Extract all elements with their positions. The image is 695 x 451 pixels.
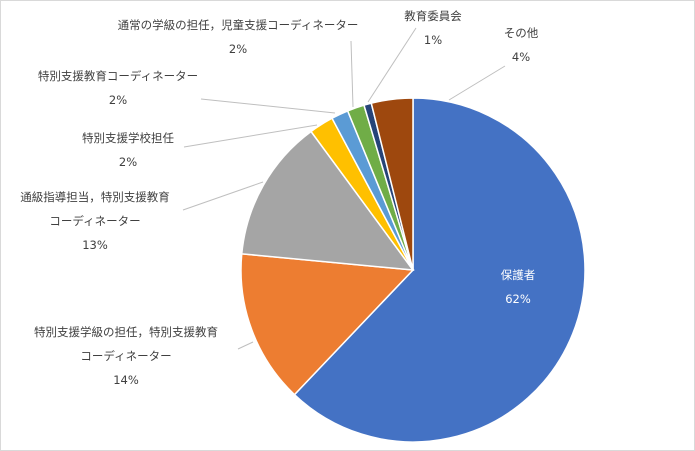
slice-category-label-3: 特別支援学校担任 [82, 131, 174, 145]
slice-category-label-1: 特別支援学級の担任，特別支援教育 [34, 325, 218, 339]
pie-slice-0 [293, 97, 586, 443]
pie-slice-7 [370, 97, 414, 271]
slice-category-label-4: 特別支援教育コーディネーター [38, 69, 198, 83]
slice-percent-label-3: 2% [119, 155, 137, 169]
slice-category-label-0: 保護者 [501, 268, 536, 282]
slice-labels: 保護者62%特別支援学級の担任，特別支援教育コーディネーター14%通級指導担当，… [20, 9, 538, 387]
slice-category-label-2: 通級指導担当，特別支援教育 [20, 190, 170, 204]
slice-percent-label-5: 2% [229, 42, 247, 56]
slice-category-label-5: 通常の学級の担任，児童支援コーディネーター [118, 18, 359, 32]
slice-percent-label-7: 4% [512, 50, 530, 64]
slice-percent-label-1: 14% [113, 373, 139, 387]
slice-category-label-1: コーディネーター [80, 349, 171, 363]
pie-slice-2 [240, 130, 415, 271]
slice-category-label-2: コーディネーター [49, 214, 140, 228]
leader-line-2 [182, 181, 264, 211]
leader-line-5 [350, 40, 354, 108]
pie-slices [240, 97, 586, 443]
leader-line-1 [237, 341, 254, 350]
slice-percent-label-0: 62% [505, 292, 531, 306]
leader-line-6 [367, 27, 417, 103]
slice-percent-label-6: 1% [424, 33, 442, 47]
pie-slice-1 [240, 252, 415, 396]
leader-line-7 [448, 65, 506, 101]
slice-category-label-7: その他 [504, 26, 539, 40]
leader-line-4 [200, 98, 336, 114]
slice-category-label-6: 教育委員会 [404, 9, 462, 23]
leader-line-3 [183, 124, 318, 148]
slice-percent-label-2: 13% [82, 238, 108, 252]
slice-percent-label-4: 2% [109, 93, 127, 107]
leader-lines [182, 27, 506, 350]
